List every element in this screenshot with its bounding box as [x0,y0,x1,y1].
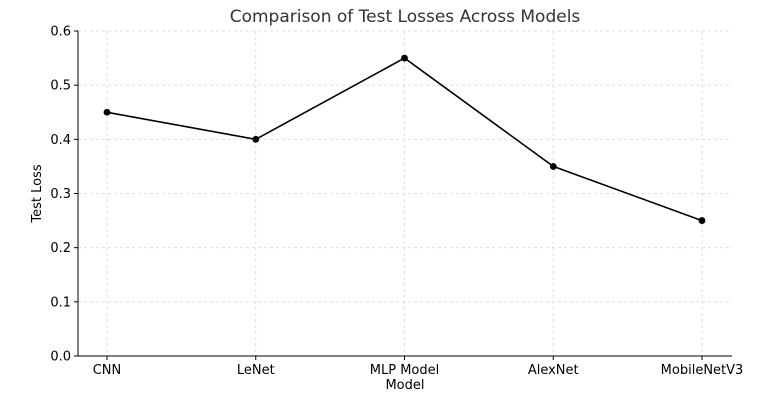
x-axis-label: Model [385,378,424,393]
grid-layer [78,30,732,357]
ticks-layer: 0.0 0.1 0.2 0.3 0.4 0.5 0.6 CNN LeNet MLP Model Al… [50,25,743,379]
data-point [549,163,557,170]
data-point [103,108,111,116]
y-axis-label: Test Loss [30,164,45,223]
y-tick-label: 0.0 [50,350,71,365]
x-tick-label: AlexNet [528,363,579,378]
y-tick-label: 0.6 [50,25,71,40]
data-point [698,217,706,224]
x-tick-label: CNN [93,363,122,378]
x-tick-label: MLP Model [370,363,439,378]
y-tick-label: 0.3 [50,187,71,202]
y-tick-label: 0.1 [50,295,71,310]
y-tick-label: 0.2 [50,241,71,256]
x-tick-label: MobileNetV3 [661,363,744,378]
data-point [252,135,260,143]
data-point [401,54,408,62]
y-tick-label: 0.4 [50,133,71,148]
series-layer [103,54,706,224]
x-tick-label: LeNet [237,363,275,378]
y-tick-label: 0.5 [50,79,71,94]
chart-title: Comparison of Test Losses Across Models [230,7,581,27]
